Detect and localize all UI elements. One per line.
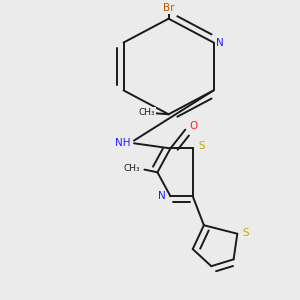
Text: S: S <box>242 228 249 238</box>
Text: N: N <box>216 38 224 48</box>
Text: NH: NH <box>115 138 130 148</box>
Text: S: S <box>198 141 205 152</box>
Text: Br: Br <box>163 3 174 13</box>
Text: CH₃: CH₃ <box>124 164 140 173</box>
Text: CH₃: CH₃ <box>139 108 155 117</box>
Text: O: O <box>189 121 198 130</box>
Text: N: N <box>158 191 165 201</box>
